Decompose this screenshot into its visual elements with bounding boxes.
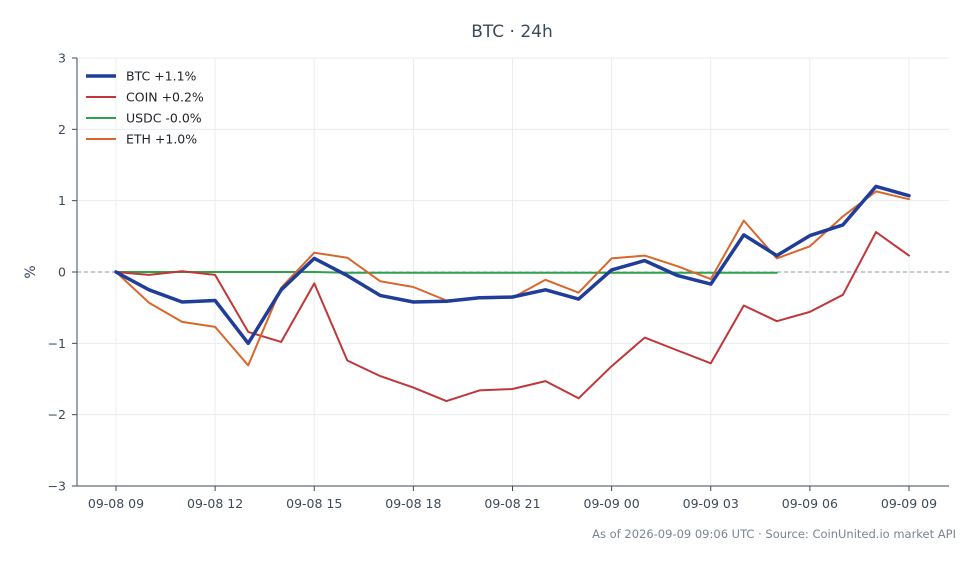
x-tick-label: 09-09 03 (683, 496, 739, 511)
x-tick-label: 09-08 12 (187, 496, 243, 511)
series-lines (114, 184, 911, 403)
y-axis-ticks: 3 2 1 0 −1 −2 −3 (48, 51, 77, 494)
y-tick-label: 3 (58, 51, 66, 66)
footer-source: As of 2026-09-09 09:06 UTC · Source: Coi… (592, 527, 956, 541)
y-tick-label: −1 (48, 336, 66, 351)
series-line-usdc (115, 271, 778, 274)
series-line-coin (115, 231, 910, 403)
x-tick-label: 09-08 21 (484, 496, 540, 511)
legend-label-usdc: USDC -0.0% (126, 111, 202, 126)
chart-title: BTC · 24h (471, 22, 553, 42)
series-line-btc (114, 184, 911, 346)
x-tick-label: 09-09 09 (881, 496, 937, 511)
y-tick-label: −2 (48, 407, 66, 422)
legend-label-btc: BTC +1.1% (126, 69, 197, 84)
y-tick-label: 0 (58, 265, 66, 280)
legend-label-coin: COIN +0.2% (126, 90, 204, 105)
x-axis-ticks: 09-08 09 09-08 12 09-08 15 09-08 18 09-08 21… (88, 486, 937, 511)
y-axis-label: % (23, 265, 39, 278)
x-tick-label: 09-09 00 (584, 496, 640, 511)
y-tick-label: 2 (58, 122, 66, 137)
x-tick-label: 09-08 09 (88, 496, 144, 511)
y-tick-label: 1 (58, 193, 66, 208)
x-tick-label: 09-08 15 (286, 496, 342, 511)
x-tick-label: 09-09 06 (782, 496, 838, 511)
y-tick-label: −3 (48, 479, 66, 494)
legend-label-eth: ETH +1.0% (126, 132, 197, 147)
x-tick-label: 09-08 18 (385, 496, 441, 511)
legend: BTC +1.1% COIN +0.2% USDC -0.0% ETH +1.0% (86, 69, 204, 147)
